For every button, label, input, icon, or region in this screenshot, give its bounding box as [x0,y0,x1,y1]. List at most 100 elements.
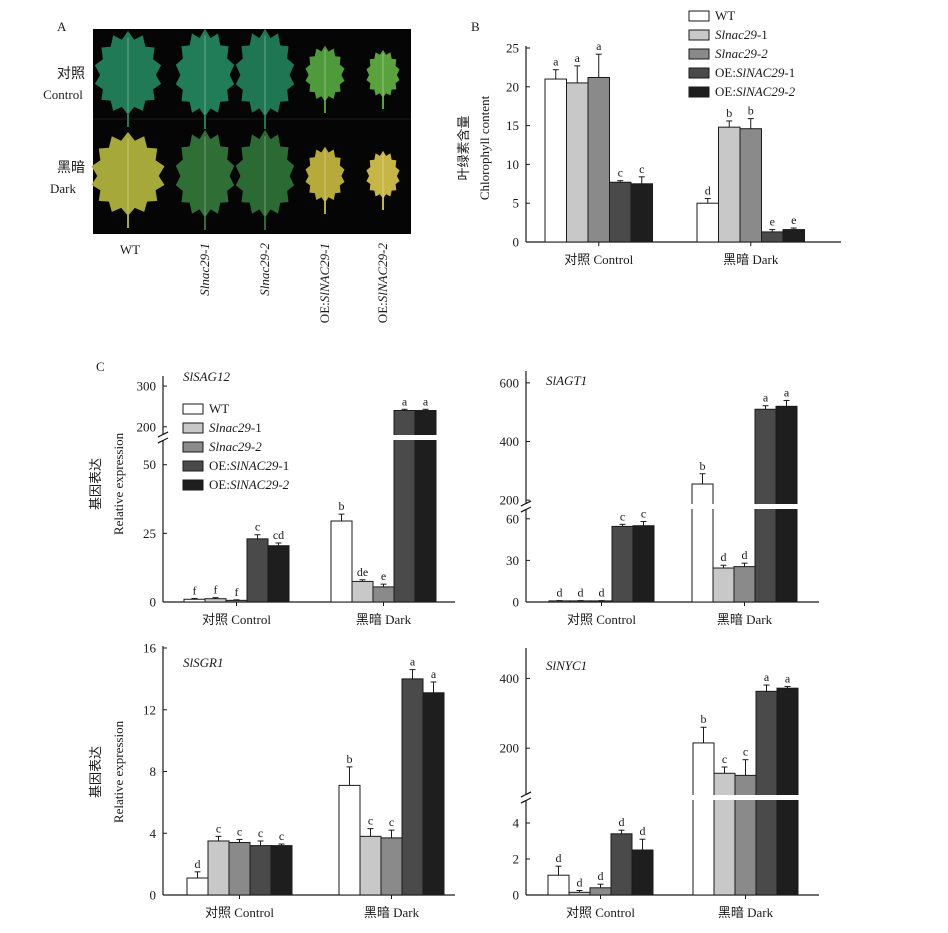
bar [632,525,655,603]
x-category-label: 对照 Control [564,252,633,267]
gene-name: SlNYC1 [546,658,587,673]
legend-label: Slnac29-1 [715,27,768,42]
y-tick-label: 0 [150,888,157,903]
text-span: -1 [251,420,262,435]
text-span: OE: [715,84,736,99]
axis-break-mark [520,506,532,513]
leaf-blade [175,129,235,218]
bar [204,598,227,603]
significance-letter: c [641,507,646,521]
bar [183,598,206,603]
significance-letter: a [553,55,559,69]
axis-break-band [523,504,819,509]
photo-row-label-en: Dark [50,181,76,196]
significance-letter: b [347,752,353,766]
legend-panel-c: WTSlnac29-1Slnac29-2OE:SlNAC29-1OE:SlNAC… [182,401,290,492]
significance-letter: a [423,394,429,408]
text-span: Slnac29-1 [197,243,212,296]
legend-label: Slnac29-1 [209,420,262,435]
significance-letter: d [195,857,201,871]
significance-letter: f [214,583,218,597]
y-tick-label: 15 [506,118,519,133]
y-tick-label: 5 [513,196,520,211]
bar [401,678,424,896]
y-tick-label: 60 [506,511,519,526]
bar [568,891,591,896]
significance-letter: c [368,814,373,828]
bar [696,202,719,243]
bar [249,845,272,896]
legend-label: WT [715,8,735,23]
bar [609,181,632,243]
y-tick-label: 0 [513,888,520,903]
text-span: SlNAC29-2 [736,84,796,99]
significance-letter: b [726,106,732,120]
significance-letter: b [701,712,707,726]
bar [330,520,353,603]
legend-swatch [182,422,204,434]
text-span: -1 [278,458,289,473]
axis-break-mark [157,431,169,438]
x-category-label: 对照 Control [202,612,271,627]
bar [610,833,633,896]
significance-letter: c [279,829,284,843]
text-span: -1 [757,27,768,42]
gene-name: SlAGT1 [546,373,587,388]
significance-letter: d [557,586,563,600]
photo-row-label-zh: 黑暗 [57,160,85,176]
significance-letter: d [640,824,646,838]
bar [372,586,395,603]
text-span: SlNAC29-2 [375,243,390,303]
significance-letter: d [742,548,748,562]
leaf [91,131,165,228]
bar [733,566,756,603]
y-tick-label: 300 [137,379,157,394]
bar [338,784,361,896]
significance-letter: e [381,569,386,583]
bar [246,538,269,603]
significance-letter: f [193,583,197,597]
y-tick-label: 200 [137,419,157,434]
text-span: OE: [317,302,332,323]
text-span: Slnac29-2 [257,243,272,296]
significance-letter: c [216,821,221,835]
bar [776,687,799,896]
significance-letter: c [237,824,242,838]
y-tick-label: 30 [506,553,519,568]
y-axis-label-zh: 基因表达 [88,746,103,798]
legend-swatch [182,479,204,491]
chart-SlSGR1: 0 4 8 12 16 对照 Control 黑暗 Dark d b c c c c c a c a SlSGR1… [88,641,455,920]
chart-chlorophyll: 0 5 10 15 20 25 对照 Control 黑暗 Dark a d a b a b c e c e 叶绿素… [456,39,841,267]
significance-letter: a [764,670,770,684]
y-tick-label: 8 [150,764,157,779]
y-tick-label: 200 [500,741,520,756]
chart-SlAGT1: 0 30 60 200 400 600 对照 Control 黑暗 Dark d b d d d d c a c… [500,371,819,627]
significance-letter: a [410,655,416,669]
axis-break-mark [520,500,532,507]
legend-label: OE:SlNAC29-1 [209,458,289,473]
significance-letter: d [556,851,562,865]
significance-letter: e [770,215,775,229]
gene-name: SlSGR1 [183,655,223,670]
text-span: SlNAC29-2 [230,477,290,492]
leaf [366,150,400,210]
photo-column-label: OE:SlNAC29-2 [375,243,390,324]
significance-letter: d [619,815,625,829]
axis-break-band [160,435,455,440]
significance-letter: cd [273,528,284,542]
y-tick-label: 400 [500,434,520,449]
y-axis-label-en: Relative expression [111,720,126,823]
significance-letter: d [705,184,711,198]
y-axis-label-zh: 叶绿素含量 [456,115,471,180]
x-category-label: 对照 Control [566,905,635,920]
significance-letter: a [575,51,581,65]
leaf [175,28,235,129]
legend-swatch [688,10,710,22]
bar [225,599,248,603]
significance-letter: c [389,815,394,829]
significance-letter: a [785,671,791,685]
significance-letter: b [700,459,706,473]
legend-label: OE:SlNAC29-2 [715,84,796,99]
leaf-blade [366,150,400,199]
legend-label: Slnac29-2 [715,46,768,61]
